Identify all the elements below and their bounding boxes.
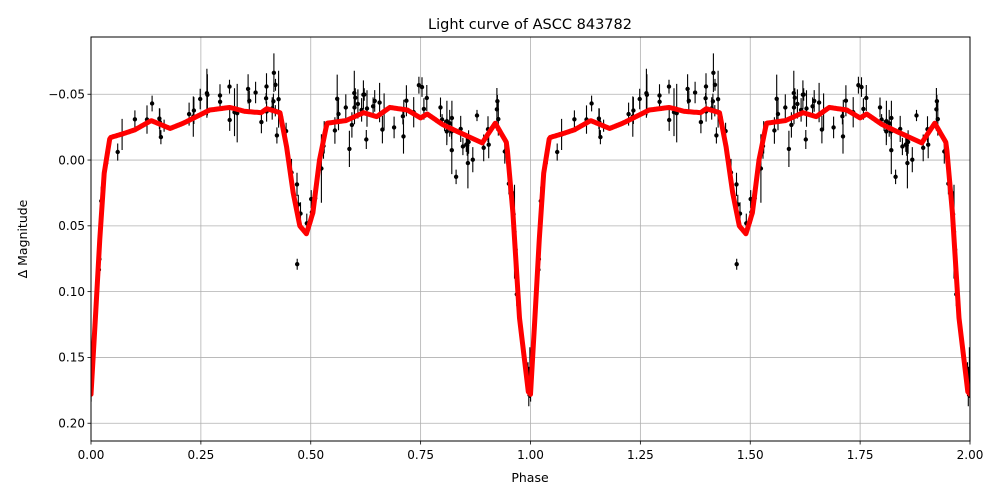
x-tick-label: 0.25 bbox=[188, 448, 215, 462]
x-tick-label: 0.00 bbox=[78, 448, 105, 462]
x-tick-label: 2.00 bbox=[957, 448, 984, 462]
y-tick-label: 0.15 bbox=[58, 351, 85, 365]
y-tick-label: 0.10 bbox=[58, 285, 85, 299]
y-axis-ticks: −0.05 0.00 0.05 0.10 0.15 0.20 bbox=[48, 88, 91, 431]
x-axis-ticks: 0.00 0.25 0.50 0.75 1.00 1.25 1.50 1.75 2.00 bbox=[78, 441, 984, 462]
x-tick-label: 0.75 bbox=[407, 448, 434, 462]
y-tick-label: −0.05 bbox=[48, 88, 85, 102]
x-axis-label: Phase bbox=[511, 470, 549, 485]
y-tick-label: 0.20 bbox=[58, 417, 85, 431]
y-tick-label: 0.00 bbox=[58, 153, 85, 167]
x-tick-label: 1.00 bbox=[517, 448, 544, 462]
y-axis-label: Δ Magnitude bbox=[15, 199, 30, 278]
model-line bbox=[91, 104, 970, 397]
chart-title: Light curve of ASCC 843782 bbox=[428, 17, 632, 33]
x-tick-label: 1.25 bbox=[627, 448, 654, 462]
model-curve bbox=[91, 104, 970, 397]
y-tick-label: 0.05 bbox=[58, 219, 85, 233]
x-tick-label: 0.50 bbox=[297, 448, 324, 462]
x-tick-label: 1.75 bbox=[847, 448, 874, 462]
x-tick-label: 1.50 bbox=[737, 448, 764, 462]
